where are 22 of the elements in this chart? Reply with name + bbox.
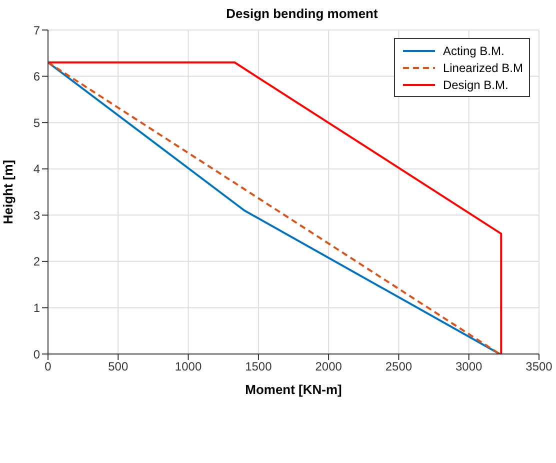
x-tick-label: 1500 xyxy=(245,360,272,374)
legend-label: Linearized B.M xyxy=(442,60,523,74)
x-tick-label: 500 xyxy=(108,360,128,374)
x-axis-title: Moment [KN-m] xyxy=(245,382,342,397)
y-tick-label: 3 xyxy=(33,208,40,222)
y-tick-label: 4 xyxy=(33,162,40,176)
y-tick-label: 6 xyxy=(33,70,40,84)
y-tick-label: 7 xyxy=(33,23,40,38)
y-tick-label: 2 xyxy=(33,254,40,269)
y-tick-label: 5 xyxy=(33,116,40,130)
y-axis-title: Height [m] xyxy=(0,160,16,224)
y-tick-label: 1 xyxy=(33,300,40,315)
x-tick-label: 0 xyxy=(44,360,52,374)
legend-label: Design B.M. xyxy=(442,78,508,92)
chart-title: Design bending moment xyxy=(225,6,379,21)
y-tick-label: 0 xyxy=(33,347,40,362)
x-tick-label: 1000 xyxy=(174,360,202,374)
x-tick-label: 2500 xyxy=(385,360,412,374)
x-tick-label: 3000 xyxy=(456,360,483,374)
x-tick-label: 2000 xyxy=(315,360,342,374)
legend-label: Acting B.M. xyxy=(442,44,504,58)
x-tick-label: 3500 xyxy=(526,360,553,374)
